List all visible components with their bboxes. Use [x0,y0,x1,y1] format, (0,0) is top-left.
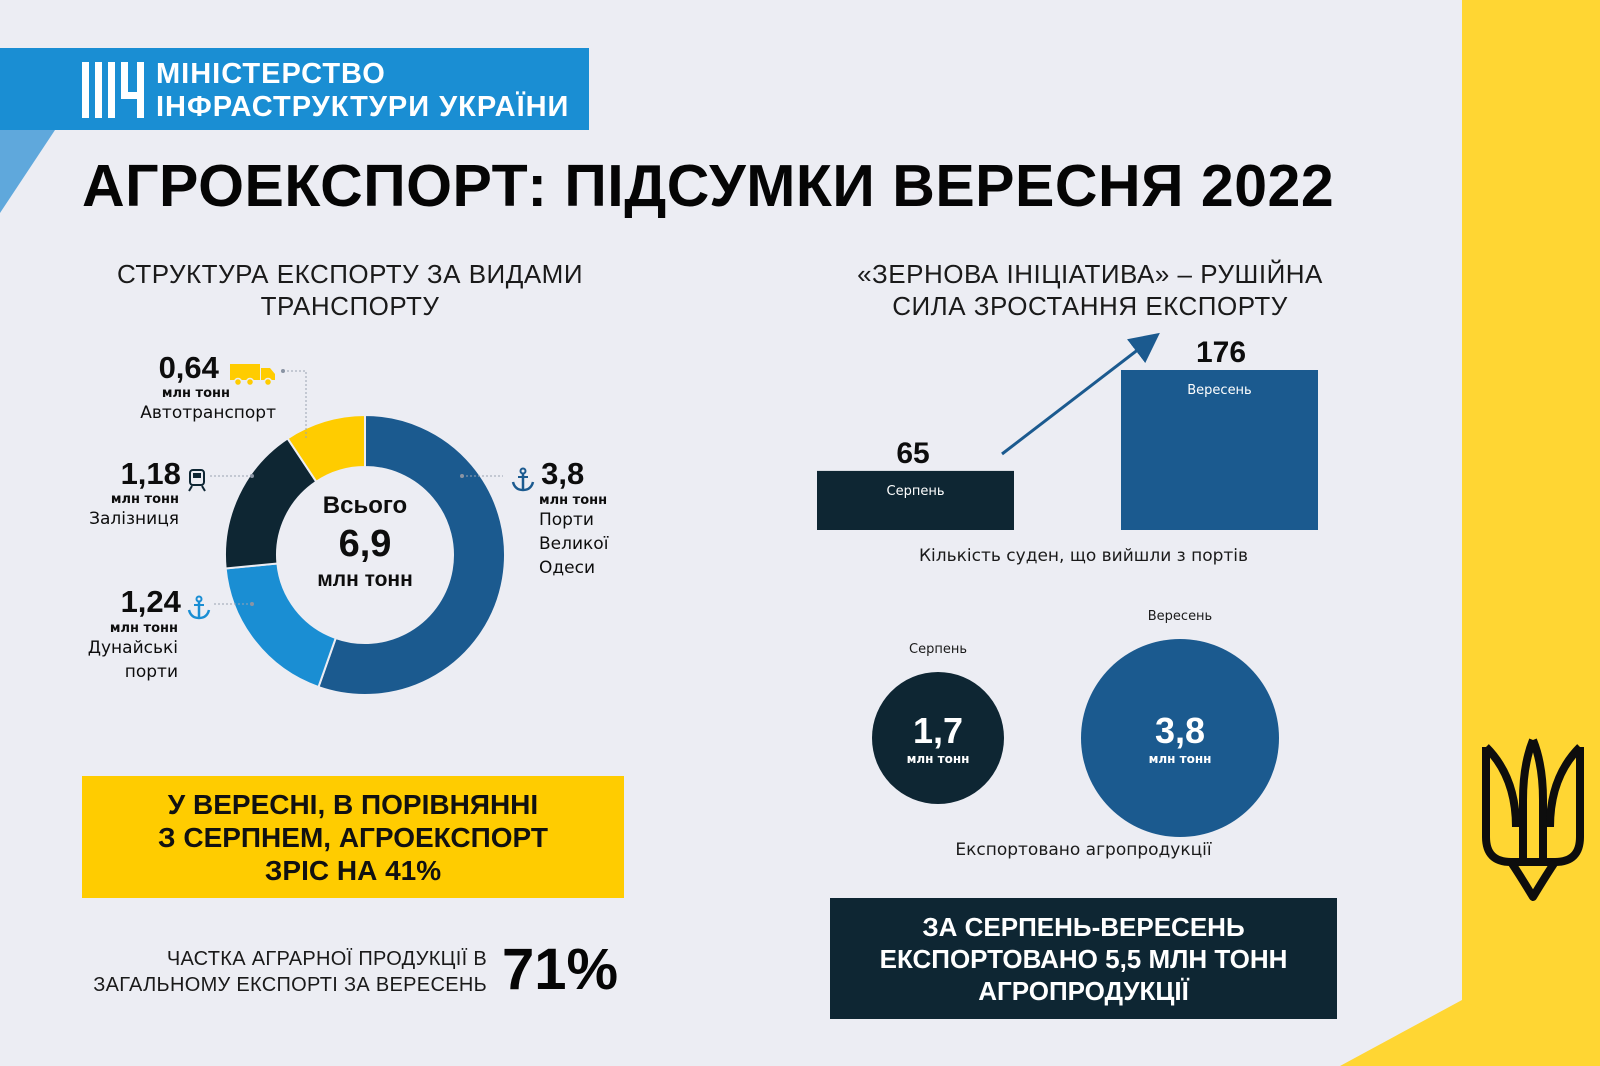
label-odesa-2: Великої [539,533,609,554]
bar-section-title: «ЗЕРНОВА ІНІЦІАТИВА» – РУШІЙНА СИЛА ЗРОС… [840,258,1340,322]
donut-leader-lines [210,369,503,606]
donut-center-label: Всього [322,492,408,519]
growth-callout: У ВЕРЕСНІ, В ПОРІВНЯННІ З СЕРПНЕМ, АГРОЕ… [82,776,624,898]
label-rail: Залізниця [89,509,179,529]
anchor-icon [187,595,211,619]
growth-line1: У ВЕРЕСНІ, В ПОРІВНЯННІ [167,788,539,820]
leader-dot-odesa [460,474,464,478]
bar-value-label-1: 176 [1196,336,1246,369]
label-auto: Автотранспорт [140,403,276,423]
growth-line2: З СЕРПНЕМ, АГРОЕКСПОРТ [158,821,548,853]
share-value: 71% [502,937,619,1002]
bar-caption: Кількість суден, що вийшли з портів [918,546,1249,566]
ministry-name-line1: МІНІСТЕРСТВО [156,58,386,90]
donut-center-value: 6,9 [338,523,392,565]
label-danube-1: Дунайські [87,637,178,658]
donut-center-unit: млн тонн [317,568,413,591]
ministry-name-line2: ІНФРАСТРУКТУРИ УКРАЇНИ [156,91,570,123]
donut-slice-3 [286,413,366,484]
share-line1: ЧАСТКА АГРАРНОЇ ПРОДУКЦІЇ В [166,948,487,970]
growth-arrow [1001,332,1160,456]
donut-label-rail: 1,18 млн тонн Залізниця [40,456,208,531]
donut-label-odesa: 3,8 млн тонн Порти Великої Одеси [510,456,650,580]
donut-label-auto: 0,64 млн тонн Автотранспорт [80,350,276,425]
donut-slice-0 [317,413,506,696]
circle-caption: Експортовано агропродукції [955,840,1212,860]
share-line2: ЗАГАЛЬНОМУ ЕКСПОРТІ ЗА ВЕРЕСЕНЬ [93,974,487,996]
bar-title-line1: «ЗЕРНОВА ІНІЦІАТИВА» – РУШІЙНА [857,259,1323,289]
unit-odesa: млн тонн [539,492,608,508]
ministry-logo-icon [82,62,144,118]
ships-bar-chart: 65 Серпень 176 Вересень [817,332,1318,530]
donut-label-danube: 1,24 млн тонн Дунайські порти [40,584,212,684]
train-icon [188,468,206,492]
donut-center: Всього 6,9 млн тонн [300,492,430,592]
label-odesa-1: Порти [539,509,594,530]
bar-value-label-0: 65 [896,437,929,470]
export-circle-value-0: 1,7 [912,709,964,751]
export-circle-value-1: 3,8 [1154,710,1206,751]
bar-1 [1121,370,1318,530]
total-line2: ЕКСПОРТОВАНО 5,5 МЛН ТОНН [879,943,1288,974]
total-line1: ЗА СЕРПЕНЬ-ВЕРЕСЕНЬ [922,911,1245,942]
truck-icon [230,363,275,386]
export-circle-1: 3,8 млн тонн [1081,639,1279,837]
value-rail: 1,18 [120,456,181,491]
transport-donut-chart [224,413,506,696]
leader-line-auto [283,370,307,438]
export-circles: 1,7 млн тонн Серпень 3,8 млн тонн Вересень [830,590,1337,840]
bar-category-label-0: Серпень [887,484,945,499]
leader-dot-rail [250,474,254,478]
total-callout: ЗА СЕРПЕНЬ-ВЕРЕСЕНЬ ЕКСПОРТОВАНО 5,5 МЛН… [830,898,1337,1019]
unit-rail: млн тонн [110,492,179,507]
page-title: АГРОЕКСПОРТ: ПІДСУМКИ ВЕРЕСНЯ 2022 [82,153,1335,219]
unit-auto: млн тонн [161,386,230,401]
label-danube-2: порти [124,661,178,682]
value-auto: 0,64 [158,350,219,385]
growth-line3: ЗРІС НА 41% [264,854,442,886]
anchor-icon [511,467,535,491]
unit-danube: млн тонн [109,620,178,636]
value-odesa: 3,8 [541,456,585,491]
share-text: ЧАСТКА АГРАРНОЇ ПРОДУКЦІЇ В ЗАГАЛЬНОМУ Е… [82,946,487,998]
value-danube: 1,24 [120,584,181,619]
donut-title-line1: СТРУКТУРА ЕКСПОРТУ ЗА ВИДАМИ [116,259,584,289]
total-line3: АГРОПРОДУКЦІЇ [978,975,1189,1006]
export-circle-0: 1,7 млн тонн [871,671,1005,805]
export-circle-category-0: Серпень [909,641,967,657]
donut-section-title: СТРУКТУРА ЕКСПОРТУ ЗА ВИДАМИ ТРАНСПОРТУ [100,258,600,322]
trident-icon [1482,738,1584,901]
bar-category-label-1: Вересень [1187,383,1251,398]
export-circle-unit-1: млн тонн [1148,752,1212,766]
label-odesa-3: Одеси [539,557,595,578]
yellow-corner-shape [1340,1000,1600,1066]
donut-title-line2: ТРАНСПОРТУ [260,291,440,321]
bar-title-line2: СИЛА ЗРОСТАННЯ ЕКСПОРТУ [892,291,1288,321]
bar-0 [817,470,1014,530]
leader-dot-danube [250,602,254,606]
leader-dot-auto [281,369,285,373]
export-circle-unit-0: млн тонн [906,751,970,766]
export-circle-category-1: Вересень [1147,609,1213,624]
